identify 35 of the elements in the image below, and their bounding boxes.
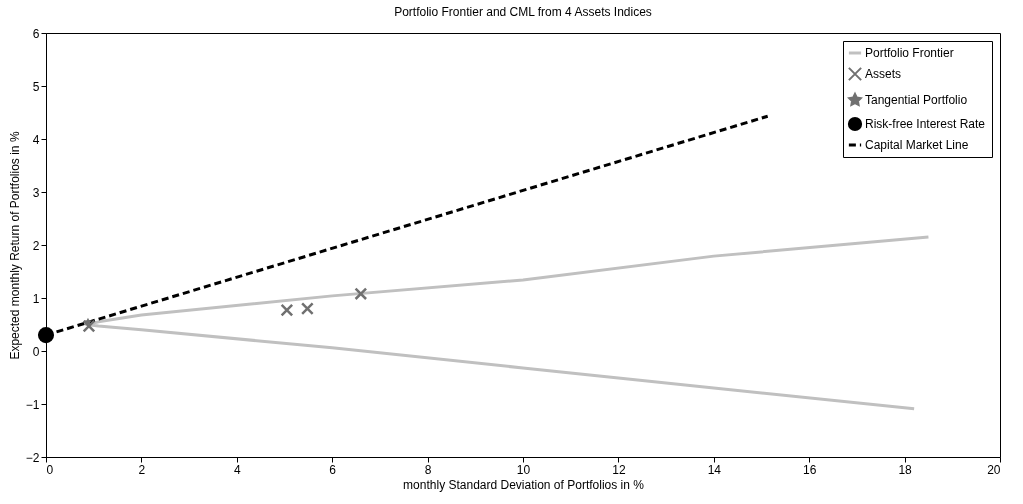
- y-axis-title: Expected monthly Return of Portfolios in %: [7, 131, 22, 360]
- x-tick-label: 2: [138, 462, 146, 477]
- legend-label: Tangential Portfolio: [865, 93, 968, 107]
- x-tick-label: 0: [46, 462, 54, 477]
- x-tick-label: 4: [233, 462, 241, 477]
- y-tick-label: 4: [32, 132, 40, 147]
- point: [82, 319, 96, 333]
- legend-label: Capital Market Line: [865, 138, 969, 152]
- x-tick-label: 12: [612, 462, 626, 477]
- y-tick-label: −1: [25, 397, 40, 412]
- legend-label: Assets: [865, 67, 902, 81]
- point: [280, 303, 294, 317]
- x-tick-label: 10: [516, 462, 531, 477]
- y-tick-label: 3: [32, 185, 40, 200]
- x-tick-label: 18: [898, 462, 913, 477]
- point: [37, 327, 55, 344]
- x-tick-label: 8: [424, 462, 432, 477]
- legend-label: Risk-free Interest Rate: [865, 117, 986, 131]
- x-axis-title: monthly Standard Deviation of Portfolios in %: [403, 477, 645, 492]
- point: [84, 317, 92, 326]
- line-series: [85, 235, 930, 411]
- x-tick-label: 14: [707, 462, 722, 477]
- point: [300, 302, 314, 316]
- y-tick-label: 2: [32, 238, 40, 253]
- x-tick-label: 6: [329, 462, 337, 477]
- y-tick-label: 5: [32, 79, 40, 94]
- y-tick-label: −2: [25, 450, 40, 465]
- x-tick-label: 16: [803, 462, 817, 477]
- chart-title: Portfolio Frontier and CML from 4 Assets Indices: [394, 5, 652, 19]
- y-tick-label: 6: [32, 26, 40, 41]
- x-tick-label: 20: [987, 462, 1001, 477]
- legend-label: Portfolio Frontier: [865, 46, 954, 60]
- y-tick-label: 1: [32, 291, 40, 306]
- point: [354, 287, 368, 301]
- y-tick-label: 0: [32, 344, 40, 359]
